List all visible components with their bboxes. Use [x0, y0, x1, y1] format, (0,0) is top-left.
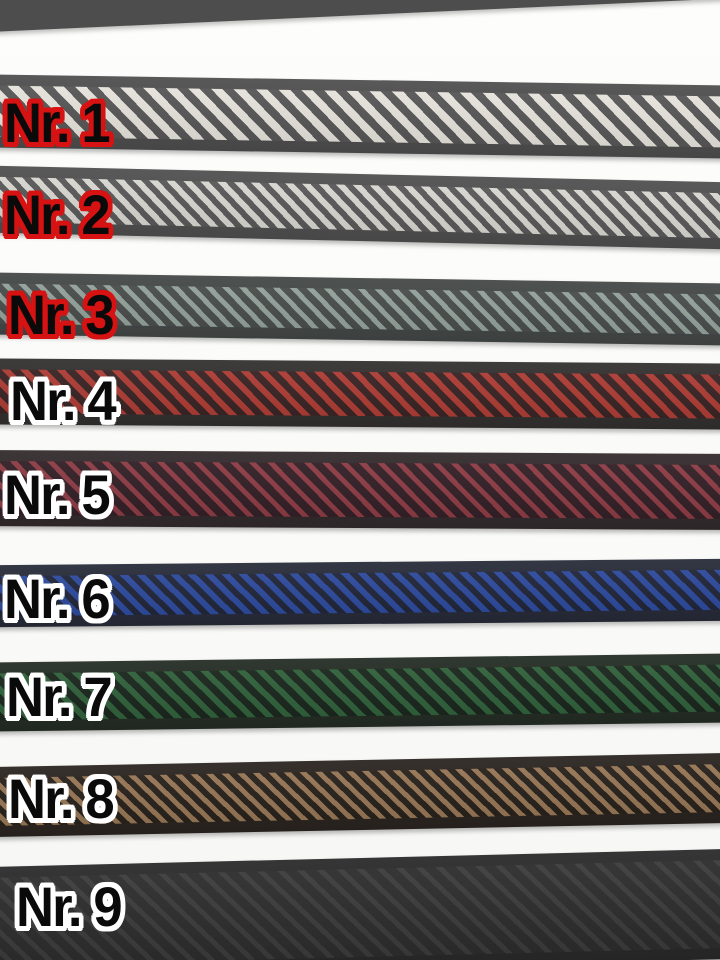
ribbon-number-label-8: Nr. 8: [8, 767, 115, 830]
ribbon-number-label-9: Nr. 9: [16, 875, 123, 938]
partial-top-ribbon: [0, 0, 720, 32]
ribbon-number-label-7: Nr. 7: [6, 665, 113, 728]
ribbon-number-label-5: Nr. 5: [4, 463, 111, 526]
ribbon-number-label-3: Nr. 3: [8, 283, 115, 346]
ribbon-number-label-6: Nr. 6: [4, 567, 111, 630]
ribbon-number-label-4: Nr. 4: [10, 369, 117, 432]
ribbon-number-label-1: Nr. 1: [4, 91, 111, 154]
ribbon-number-label-2: Nr. 2: [4, 183, 111, 246]
